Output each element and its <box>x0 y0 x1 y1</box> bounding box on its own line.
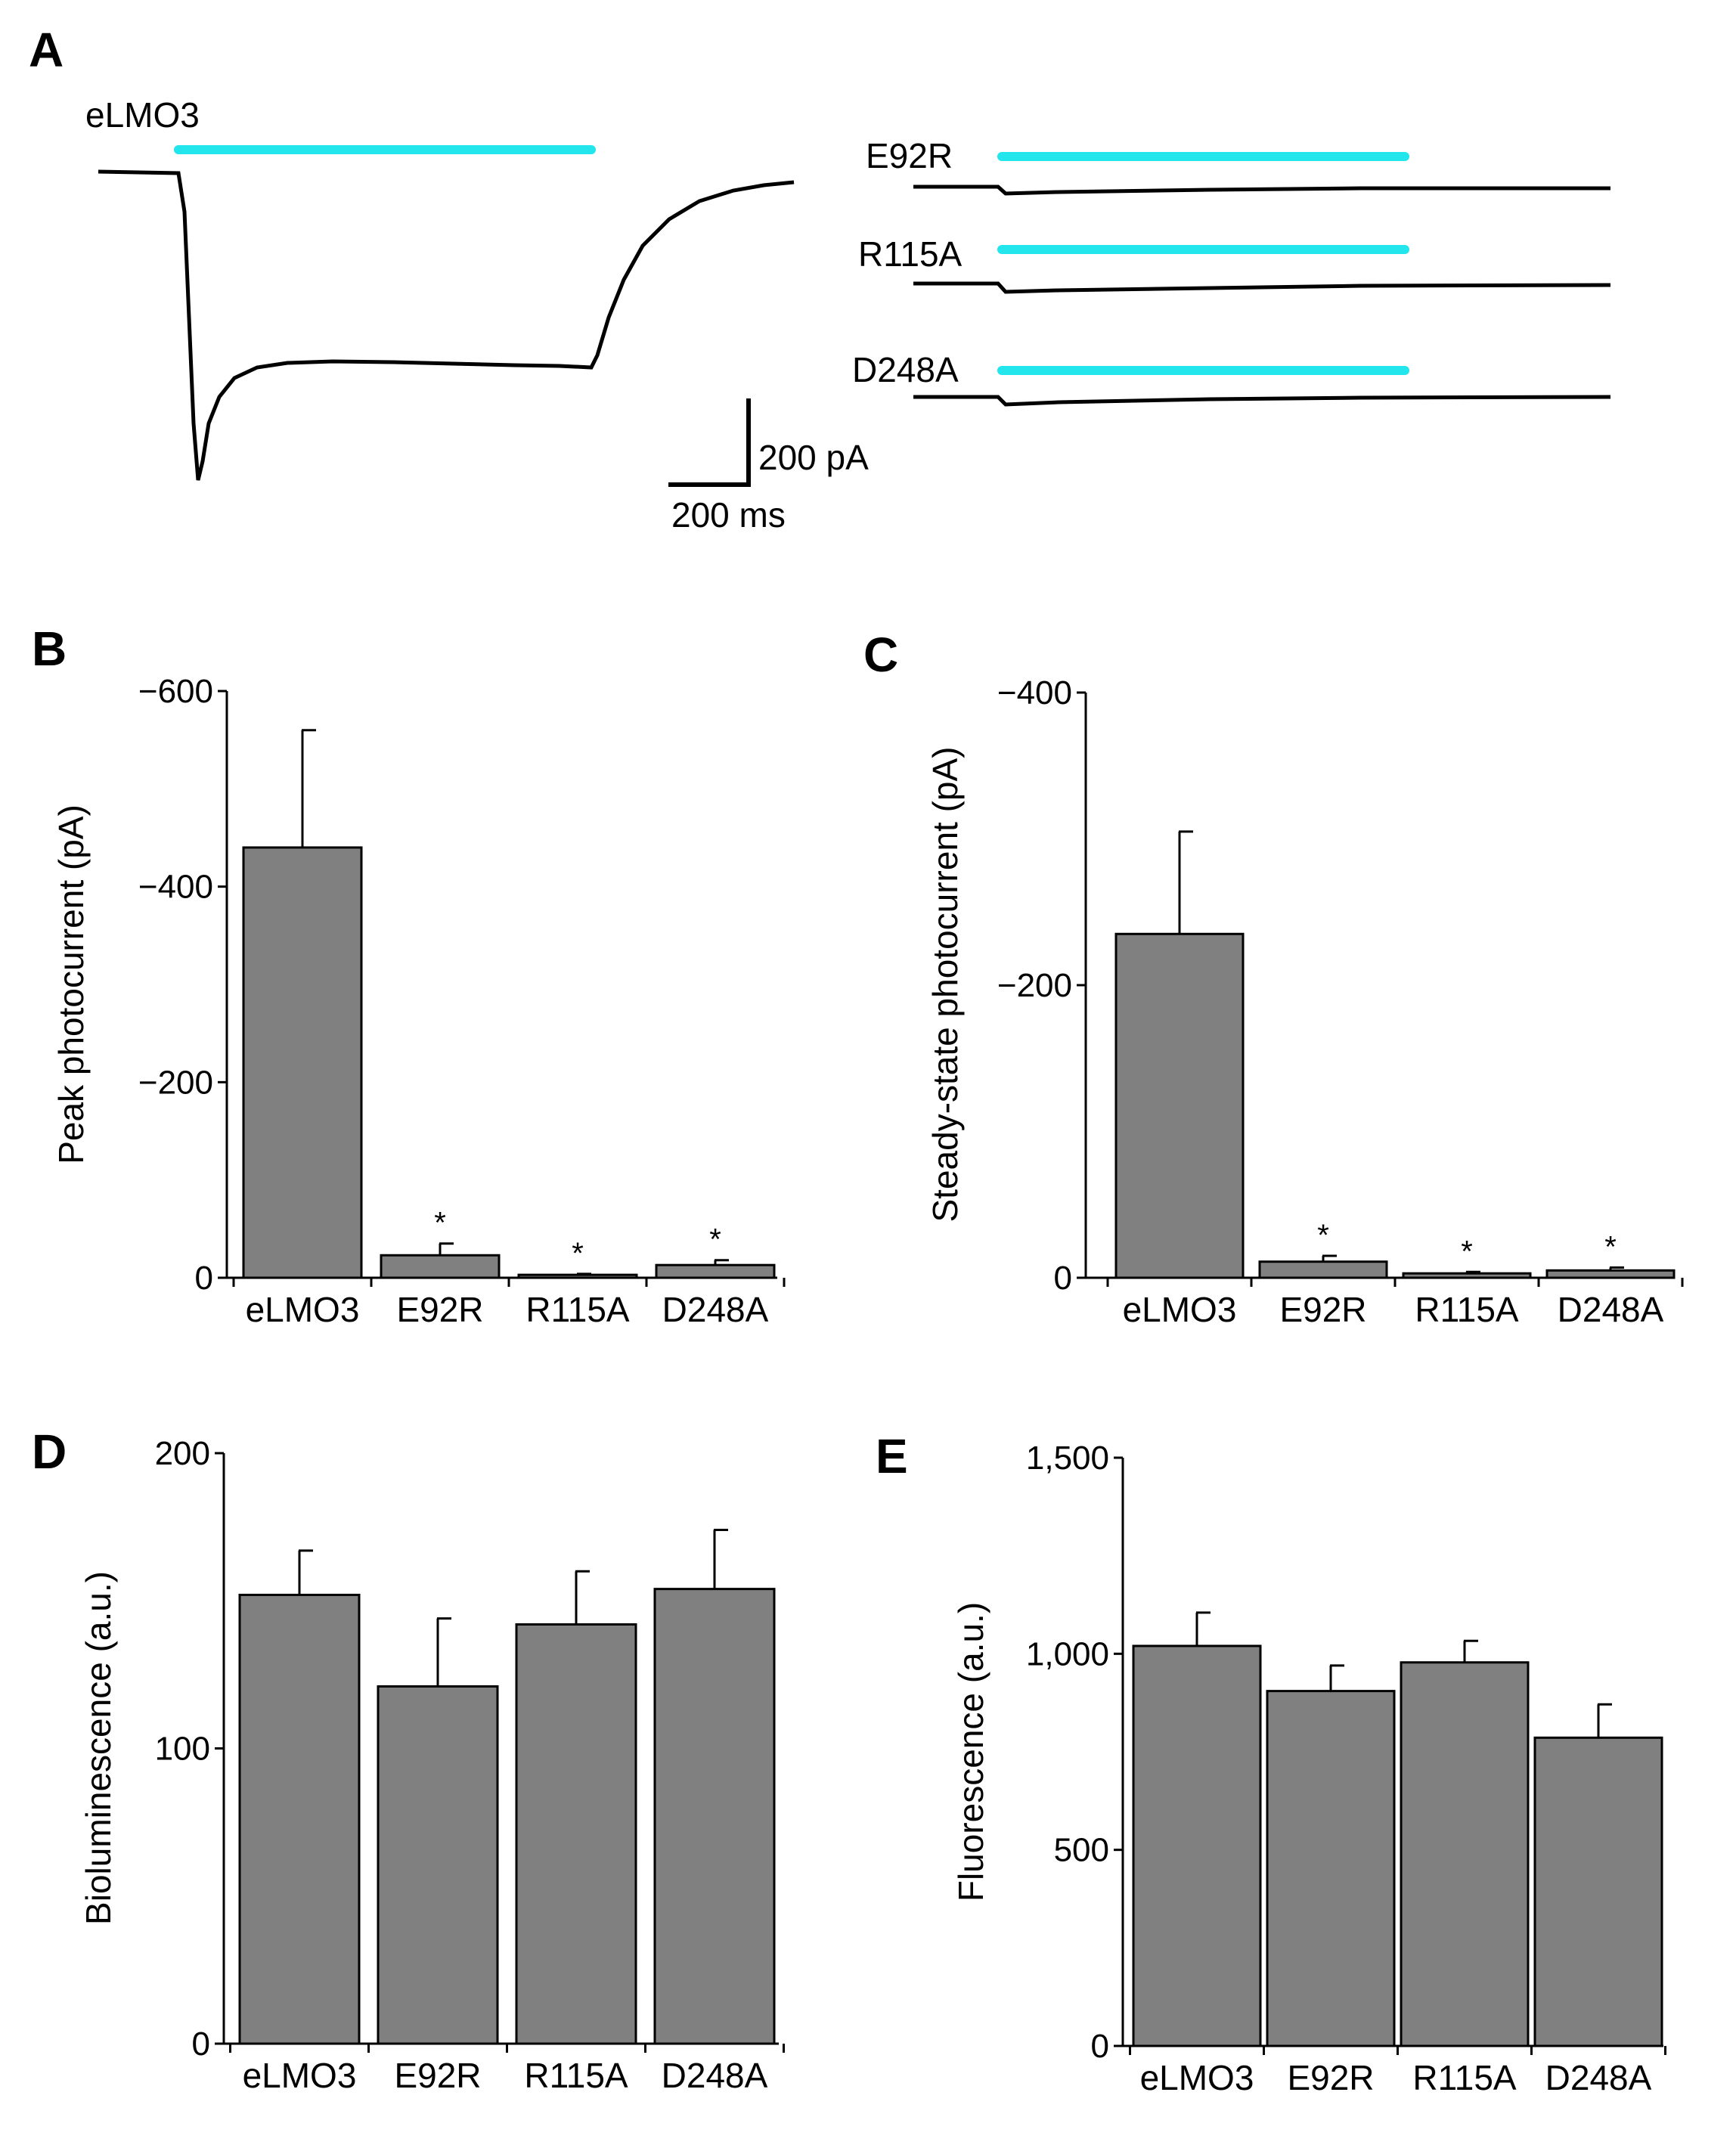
y-tick-label-d: 0 <box>192 2026 210 2063</box>
panel-a: A eLMO3 E92R R115A D248A 200 pA 200 ms <box>29 23 1611 535</box>
bar-e-e92r <box>1266 1690 1396 2047</box>
bar-c-r115a <box>1402 1272 1532 1279</box>
trace-label-r115a: R115A <box>858 234 963 274</box>
category-label-d-r115a: R115A <box>524 2056 628 2095</box>
y-tick-label-c: −400 <box>997 674 1072 711</box>
scale-label-time: 200 ms <box>671 495 786 535</box>
category-label-b-elmo3: eLMO3 <box>246 1290 360 1329</box>
category-label-c-e92r: E92R <box>1279 1290 1366 1329</box>
category-label-e-d248a: D248A <box>1545 2058 1652 2097</box>
category-label-d-d248a: D248A <box>662 2056 768 2095</box>
y-tick-label-c: 0 <box>1054 1260 1072 1297</box>
trace-elmo3 <box>98 169 795 481</box>
bar-b-r115a <box>517 1273 638 1279</box>
bar-d-elmo3 <box>238 1593 361 2045</box>
scale-label-current: 200 pA <box>758 438 869 477</box>
trace-label-e92r: E92R <box>866 136 953 175</box>
significance-star-c-d248a: * <box>1604 1230 1617 1263</box>
chart-e: E Fluorescence (a.u.) 0 500 1,000 1,500 eLMO… <box>876 1429 1666 2097</box>
bar-d-r115a <box>515 1623 637 2045</box>
significance-star-c-r115a: * <box>1461 1235 1473 1268</box>
category-label-b-e92r: E92R <box>396 1290 483 1329</box>
category-label-e-elmo3: eLMO3 <box>1140 2058 1254 2097</box>
category-label-c-elmo3: eLMO3 <box>1123 1290 1237 1329</box>
trace-label-d248a: D248A <box>852 350 959 389</box>
y-axis-title-b: Peak photocurrent (pA) <box>51 804 91 1164</box>
trace-d248a <box>913 395 1611 407</box>
bar-d-d248a <box>653 1588 776 2045</box>
scale-bar <box>668 398 751 487</box>
y-tick-label-e: 0 <box>1091 2028 1109 2065</box>
y-tick-label-b: −400 <box>138 869 213 906</box>
bar-c-d248a <box>1545 1269 1676 1279</box>
bar-b-elmo3 <box>242 846 363 1279</box>
significance-star-b-r115a: * <box>572 1237 584 1270</box>
panel-letter-e: E <box>876 1429 908 1483</box>
bar-d-e92r <box>377 1685 499 2045</box>
category-label-d-e92r: E92R <box>394 2056 481 2095</box>
y-tick-label-c: −200 <box>997 967 1072 1004</box>
chart-c: C Steady-state photocurrent (pA) 0 −200 −4… <box>863 628 1684 1329</box>
trace-label-elmo3: eLMO3 <box>85 95 200 135</box>
category-label-e-r115a: R115A <box>1412 2058 1517 2097</box>
y-tick-label-e: 1,000 <box>1026 1635 1109 1672</box>
y-tick-label-d: 200 <box>155 1435 210 1472</box>
y-tick-label-b: −600 <box>138 673 213 710</box>
panel-letter-b: B <box>32 621 67 676</box>
y-tick-label-e: 500 <box>1054 1832 1109 1869</box>
bar-b-e92r <box>380 1254 501 1279</box>
y-tick-label-b: −200 <box>138 1064 213 1101</box>
category-label-c-r115a: R115A <box>1415 1290 1519 1329</box>
trace-e92r <box>913 184 1610 196</box>
y-tick-label-e: 1,500 <box>1026 1440 1109 1477</box>
significance-star-c-e92r: * <box>1317 1219 1329 1252</box>
category-label-d-elmo3: eLMO3 <box>243 2056 357 2095</box>
y-tick-label-b: 0 <box>195 1260 213 1297</box>
y-tick-label-d: 100 <box>155 1731 210 1768</box>
panel-letter-c: C <box>863 628 898 682</box>
chart-d: D Bioluminescence (a.u.) 0 100 200 eLMO3 E92… <box>32 1424 785 2095</box>
category-label-e-e92r: E92R <box>1287 2058 1374 2097</box>
significance-star-b-d248a: * <box>709 1223 721 1257</box>
chart-b: B Peak photocurrent (pA) 0 −200 −400 −600 eL… <box>32 621 786 1329</box>
y-axis-title-c: Steady-state photocurrent (pA) <box>925 747 965 1223</box>
y-axis-title-e: Fluorescence (a.u.) <box>951 1602 990 1902</box>
bar-e-r115a <box>1400 1661 1530 2047</box>
bar-e-d248a <box>1533 1736 1663 2047</box>
bar-e-elmo3 <box>1132 1644 1262 2047</box>
trace-r115a <box>913 281 1611 294</box>
bar-c-e92r <box>1258 1260 1388 1279</box>
bar-b-d248a <box>655 1263 776 1279</box>
category-label-b-d248a: D248A <box>662 1290 769 1329</box>
category-label-c-d248a: D248A <box>1558 1290 1664 1329</box>
y-axis-title-d: Bioluminescence (a.u.) <box>79 1571 118 1925</box>
significance-star-b-e92r: * <box>434 1207 446 1240</box>
category-label-b-r115a: R115A <box>525 1290 630 1329</box>
panel-letter-d: D <box>32 1424 67 1479</box>
panel-letter-a: A <box>29 23 64 77</box>
bar-c-elmo3 <box>1114 932 1245 1279</box>
